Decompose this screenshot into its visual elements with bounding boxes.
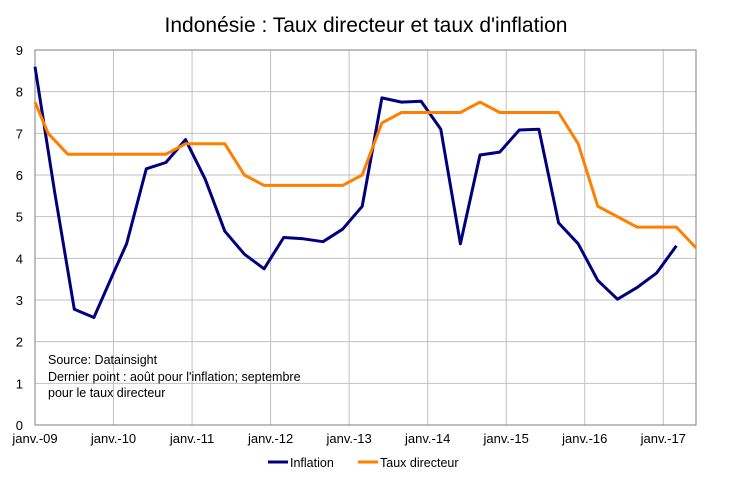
series-line-taux-directeur xyxy=(33,100,698,249)
x-tick-label: janv.-17 xyxy=(640,431,686,446)
legend-label-taux-directeur: Taux directeur xyxy=(380,456,459,470)
y-tick-label: 9 xyxy=(16,43,23,58)
y-tick-label: 6 xyxy=(16,168,23,183)
x-tick-label: janv.-09 xyxy=(11,431,57,446)
annotation: Source: Datainsight Dernier point : août… xyxy=(48,353,301,400)
x-axis: janv.-09 janv.-10 janv.-11 janv.-12 janv.-13… xyxy=(11,431,686,446)
x-tick-label: janv.-16 xyxy=(561,431,607,446)
chart-title: Indonésie : Taux directeur et taux d'inf… xyxy=(165,14,568,37)
annotation-line-1: Source: Datainsight xyxy=(48,353,158,367)
y-tick-label: 2 xyxy=(16,335,23,350)
x-tick-label: janv.-13 xyxy=(325,431,371,446)
gridlines xyxy=(35,49,696,426)
x-tick-label: janv.-11 xyxy=(169,431,214,446)
x-tick-label: janv.-14 xyxy=(404,431,450,446)
annotation-line-3: pour le taux directeur xyxy=(48,386,165,400)
y-axis: 0 1 2 3 4 5 6 7 8 9 xyxy=(16,43,23,433)
plot-area xyxy=(34,49,697,426)
annotation-line-2: Dernier point : août pour l'inflation; s… xyxy=(48,370,301,384)
legend-label-inflation: Inflation xyxy=(290,456,334,470)
x-tick-label: janv.-10 xyxy=(90,431,136,446)
y-tick-label: 1 xyxy=(16,376,23,391)
x-tick-label: janv.-15 xyxy=(483,431,529,446)
series-line-inflation xyxy=(33,66,678,319)
x-tick-label: janv.-12 xyxy=(247,431,293,446)
y-tick-label: 7 xyxy=(16,126,23,141)
series-lines xyxy=(33,66,698,319)
y-tick-label: 5 xyxy=(16,210,23,225)
y-tick-label: 8 xyxy=(16,85,23,100)
legend: Inflation Taux directeur xyxy=(268,456,459,470)
y-tick-label: 3 xyxy=(16,293,23,308)
y-tick-label: 0 xyxy=(16,418,23,433)
y-tick-label: 4 xyxy=(16,251,23,266)
